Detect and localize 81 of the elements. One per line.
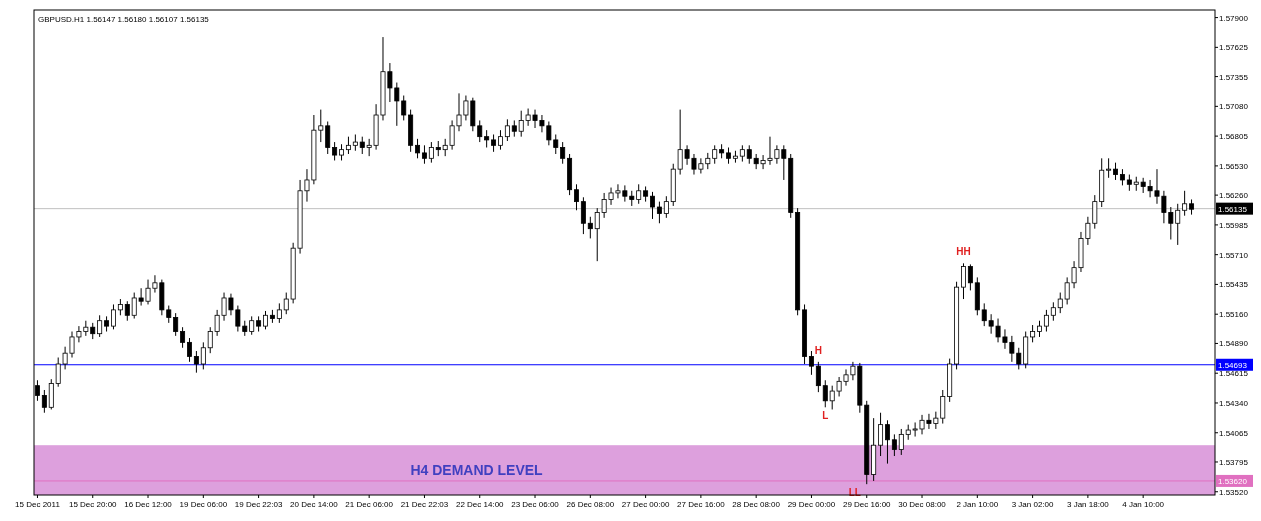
candlestick bbox=[878, 412, 884, 457]
candlestick bbox=[97, 314, 103, 338]
candlestick bbox=[808, 350, 814, 376]
candlestick bbox=[1106, 157, 1112, 179]
annotation: HH bbox=[956, 246, 971, 258]
candlestick bbox=[263, 310, 268, 330]
candlestick bbox=[173, 312, 179, 337]
candlestick bbox=[180, 326, 186, 349]
candlestick bbox=[560, 141, 566, 165]
x-tick-label: 27 Dec 16:00 bbox=[677, 500, 726, 509]
x-tick-label: 21 Dec 06:00 bbox=[345, 500, 394, 509]
y-tick-label: 1.57080 bbox=[1219, 102, 1249, 112]
candlestick bbox=[187, 337, 192, 363]
y-tick-label: 1.57625 bbox=[1219, 43, 1249, 53]
y-tick-label: 1.54615 bbox=[1219, 369, 1249, 379]
y-tick-label: 1.56805 bbox=[1219, 132, 1249, 142]
candlestick bbox=[574, 183, 579, 211]
candlestick bbox=[249, 315, 255, 336]
x-tick-label: 26 Dec 08:00 bbox=[566, 500, 615, 509]
candlestick bbox=[111, 303, 116, 330]
x-tick-label: 15 Dec 20:00 bbox=[68, 500, 118, 509]
candlestick bbox=[415, 138, 421, 159]
candlestick bbox=[650, 191, 655, 220]
y-tick-label: 1.53520 bbox=[1219, 487, 1249, 497]
candlestick bbox=[504, 118, 510, 142]
x-tick-label: 16 Dec 12:00 bbox=[124, 500, 173, 509]
candlestick bbox=[815, 361, 821, 393]
ref-line-label: 1.56135 bbox=[1218, 205, 1248, 215]
candlestick bbox=[41, 389, 47, 414]
x-tick-label: 3 Jan 02:00 bbox=[1011, 500, 1055, 509]
x-tick-label: 4 Jan 10:00 bbox=[1122, 500, 1165, 509]
annotation: L bbox=[822, 410, 829, 422]
y-tick-label: 1.55710 bbox=[1219, 250, 1249, 260]
y-tick-label: 1.55160 bbox=[1219, 310, 1249, 320]
x-tick-label: 2 Jan 10:00 bbox=[956, 500, 999, 509]
x-tick-label: 27 Dec 00:00 bbox=[621, 500, 670, 509]
x-tick-label: 28 Dec 08:00 bbox=[732, 500, 781, 509]
candlestick bbox=[885, 419, 890, 465]
candlestick bbox=[276, 302, 282, 324]
x-tick-label: 21 Dec 22:03 bbox=[400, 500, 449, 509]
candlestick bbox=[587, 216, 593, 239]
band-label: H4 DEMAND LEVEL bbox=[410, 462, 544, 479]
y-tick-label: 1.57355 bbox=[1219, 72, 1249, 82]
text: GBPUSD.H1 1.56147 1.56180 1.56107 1.56135 bbox=[38, 15, 210, 24]
y-tick-label: 1.57900 bbox=[1219, 13, 1249, 23]
ref-line-label: 1.54693 bbox=[1218, 361, 1248, 371]
candlestick bbox=[961, 262, 966, 300]
x-tick-label: 20 Dec 14:00 bbox=[290, 500, 339, 509]
y-tick-label: 1.54065 bbox=[1219, 428, 1249, 438]
annotation: H bbox=[814, 344, 822, 356]
candlestick bbox=[663, 195, 669, 219]
candlestick bbox=[1050, 301, 1056, 322]
candlestick bbox=[332, 141, 338, 161]
y-tick-label: 1.56260 bbox=[1219, 191, 1249, 201]
x-tick-label: 30 Dec 08:00 bbox=[898, 500, 947, 509]
y-tick-label: 1.55985 bbox=[1219, 220, 1249, 230]
x-tick-label: 3 Jan 18:00 bbox=[1066, 500, 1110, 509]
candlestick bbox=[200, 341, 206, 370]
x-tick-label: 22 Dec 14:00 bbox=[455, 500, 505, 509]
y-tick-label: 1.56530 bbox=[1219, 161, 1249, 171]
y-tick-label: 1.55435 bbox=[1219, 280, 1249, 290]
x-tick-label: 19 Dec 22:03 bbox=[234, 500, 283, 509]
candlestick bbox=[967, 263, 973, 291]
y-tick-label: 1.54890 bbox=[1219, 339, 1249, 349]
y-tick-label: 1.54340 bbox=[1219, 398, 1249, 408]
x-tick-label: 29 Dec 16:00 bbox=[842, 500, 892, 509]
ref-line-label: 1.53620 bbox=[1218, 477, 1248, 487]
candlestick bbox=[891, 433, 897, 457]
candlestick bbox=[498, 129, 503, 151]
candlestick bbox=[421, 144, 427, 165]
candlestick bbox=[1043, 309, 1049, 333]
candlestick bbox=[428, 141, 434, 164]
candlestick bbox=[656, 201, 662, 224]
x-tick-label: 19 Dec 06:00 bbox=[179, 500, 228, 509]
candlestick bbox=[1182, 190, 1188, 217]
candlestick bbox=[193, 350, 199, 374]
candlestick bbox=[580, 196, 586, 235]
y-tick-label: 1.53795 bbox=[1219, 457, 1249, 467]
x-tick-label: 15 Dec 2011 bbox=[15, 500, 61, 509]
x-tick-label: 23 Dec 06:00 bbox=[511, 500, 560, 509]
x-tick-label: 29 Dec 00:00 bbox=[787, 500, 836, 509]
